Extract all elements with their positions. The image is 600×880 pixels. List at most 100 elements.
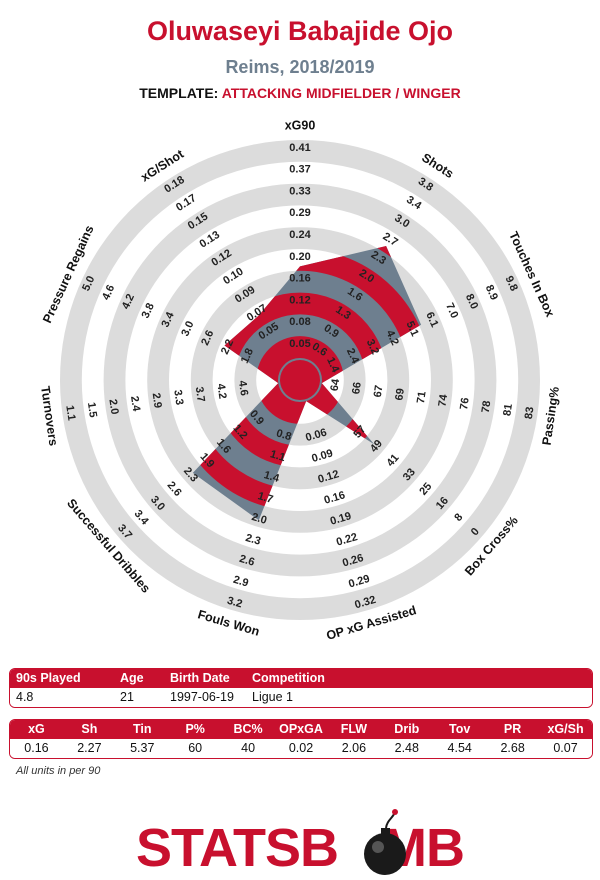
- template-value: ATTACKING MIDFIELDER / WINGER: [221, 85, 461, 101]
- radar-tick-label: 3.2: [364, 338, 381, 357]
- radar-tick-label: 0.8: [275, 427, 293, 443]
- stats-value-cell: 60: [188, 741, 203, 755]
- radar-tick-label: 0.19: [329, 510, 353, 528]
- radar-tick-label: 0.29: [289, 207, 310, 219]
- radar-tick-label: 3.8: [140, 301, 157, 320]
- stats-header-row: xG Sh Tin P% BC% OPxGA FLW Drib Tov PR xG/Sh: [10, 720, 592, 739]
- radar-axis-label: xG90: [285, 118, 316, 132]
- radar-tick-label: 1.1: [63, 405, 77, 422]
- stats-value-cell: 0.07: [553, 741, 578, 755]
- stats-header-cell: P%: [185, 722, 205, 736]
- bomb-icon: [364, 809, 406, 875]
- radar-tick-label: 2.6: [238, 553, 256, 569]
- radar-tick-label: 0.41: [289, 142, 310, 154]
- radar-tick-label: 1.5: [85, 402, 99, 419]
- radar-tick-label: 4.2: [384, 328, 401, 347]
- radar-tick-label: 71: [415, 391, 429, 405]
- radar-tick-label: 0.16: [289, 273, 310, 285]
- radar-tick-label: 5.1: [403, 319, 420, 338]
- radar-tick-label: 0.12: [289, 294, 310, 306]
- info-header-row: 90s Played Age Birth Date Competition: [10, 669, 592, 688]
- radar-tick-label: 0.32: [353, 594, 377, 612]
- stats-header-cell: FLW: [340, 722, 368, 736]
- radar-tick-label: 67: [372, 384, 386, 398]
- stats-value-cell: 2.68: [500, 741, 525, 755]
- radar-tick-label: 2.3: [244, 532, 262, 548]
- radar-tick-label: 0.33: [289, 185, 310, 197]
- radar-tick-label: 2.2: [219, 338, 236, 357]
- radar-tick-label: 0.37: [289, 164, 310, 176]
- info-value-cell: Ligue 1: [252, 690, 294, 704]
- radar-tick-label: 4.6: [236, 380, 250, 397]
- radar-tick-label: 78: [480, 400, 494, 414]
- radar-tick-label: 3.7: [193, 386, 207, 403]
- units-footnote: All units in per 90: [16, 765, 101, 777]
- radar-tick-label: 64: [329, 377, 343, 392]
- radar-tick-label: 83: [523, 406, 537, 420]
- radar-tick-label: 4.2: [214, 383, 228, 400]
- template-label: TEMPLATE:: [139, 85, 219, 101]
- stats-value-row: 0.16 2.27 5.37 60 40 0.02 2.06 2.48 4.54 2.68 0.07: [10, 739, 592, 758]
- logo-text-left: STATSB: [136, 818, 339, 878]
- radar-tick-label: 7.0: [443, 301, 460, 320]
- radar-tick-label: 4.6: [100, 283, 117, 302]
- stats-value-cell: 5.37: [130, 741, 155, 755]
- radar-tick-label: 1.1: [269, 448, 287, 464]
- stats-header-cell: PR: [503, 722, 522, 736]
- radar-tick-label: 76: [458, 397, 472, 411]
- player-info-table: 90s Played Age Birth Date Competition 4.…: [9, 668, 593, 708]
- info-value-cell: 1997-06-19: [170, 690, 234, 704]
- radar-tick-label: 0.05: [289, 338, 310, 350]
- stats-header-cell: BC%: [233, 722, 263, 736]
- info-header-cell: Birth Date: [170, 671, 230, 685]
- stats-table: xG Sh Tin P% BC% OPxGA FLW Drib Tov PR xG/Sh 0.16 2…: [9, 719, 593, 759]
- radar-tick-label: 0.12: [317, 468, 341, 486]
- info-header-cell: 90s Played: [16, 671, 81, 685]
- radar-tick-label: 2.4: [128, 395, 142, 413]
- radar-tick-label: 3.3: [171, 389, 185, 406]
- radar-tick-label: 2.6: [199, 328, 216, 347]
- radar-tick-label: 1.7: [256, 490, 274, 506]
- radar-tick-label: 8.9: [483, 283, 500, 302]
- radar-tick-label: 0.16: [323, 489, 347, 507]
- radar-tick-label: 0.24: [289, 229, 311, 241]
- radar-axis-label: Turnovers: [38, 385, 60, 447]
- radar-tick-label: 66: [350, 381, 364, 395]
- stats-header-cell: xG/Sh: [547, 722, 584, 736]
- radar-tick-label: 2.0: [106, 398, 120, 415]
- radar-axis-label: Passing%: [540, 386, 562, 446]
- radar-core: [280, 360, 320, 400]
- radar-shape: [192, 246, 422, 521]
- stats-header-cell: OPxGA: [279, 722, 323, 736]
- stats-value-cell: 2.27: [77, 741, 102, 755]
- info-value-cell: 21: [120, 690, 134, 704]
- stats-value-cell: 2.06: [341, 741, 367, 755]
- info-header-cell: Competition: [252, 671, 325, 685]
- radar-tick-label: 3.0: [179, 319, 196, 338]
- radar-tick-label: 6.1: [423, 310, 440, 329]
- radar-tick-label: 0.20: [289, 251, 310, 263]
- stats-value-cell: 2.48: [394, 741, 419, 755]
- team-season-subtitle: Reims, 2018/2019: [225, 57, 375, 77]
- radar-tick-label: 3.2: [226, 595, 244, 611]
- radar-tick-label: 2.9: [232, 574, 250, 590]
- info-value-row: 4.8 21 1997-06-19 Ligue 1: [10, 688, 592, 707]
- radar-tick-label: 1.8: [239, 347, 256, 366]
- stats-header-cell: Drib: [394, 722, 420, 736]
- stats-header-cell: Tin: [133, 722, 152, 736]
- radar-tick-label: 1.4: [262, 469, 281, 485]
- stats-header-cell: Sh: [81, 722, 98, 736]
- info-header-cell: Age: [120, 671, 144, 685]
- stats-value-cell: 0.16: [24, 741, 49, 755]
- radar-tick-label: 81: [501, 403, 515, 417]
- radar-tick-label: 0.06: [304, 427, 328, 445]
- radar-chart: 0.05 0.08 0.12 0.16 0.20 0.24 0.29 0.33 0.37 0.41…: [38, 118, 562, 643]
- info-value-cell: 4.8: [16, 690, 34, 704]
- radar-tick-label: 0.09: [310, 447, 334, 465]
- radar-tick-label: 2.9: [150, 392, 164, 409]
- radar-tick-label: 9.8: [503, 274, 520, 293]
- logo-wordmark: STATSB MB: [0, 818, 600, 878]
- stats-header-cell: Tov: [449, 722, 471, 736]
- stats-value-cell: 4.54: [447, 741, 472, 755]
- radar-tick-label: 5.0: [80, 274, 97, 293]
